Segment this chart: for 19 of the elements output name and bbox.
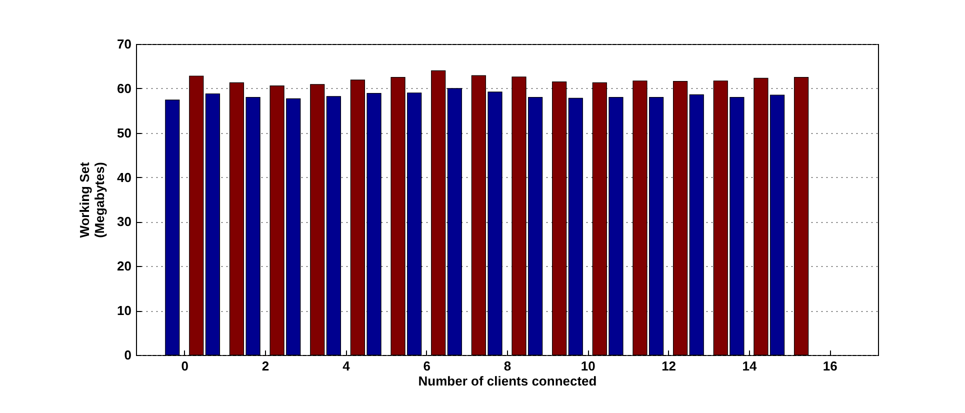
x-tick-label: 16 bbox=[822, 358, 838, 374]
y-tick-label: 70 bbox=[117, 36, 132, 52]
y-tick-label: 20 bbox=[117, 258, 132, 274]
x-tick-label: 12 bbox=[662, 358, 676, 374]
y-tick-label: 30 bbox=[117, 214, 132, 230]
y-tick-label: 10 bbox=[117, 303, 132, 318]
y-tick-label: 0 bbox=[124, 348, 132, 362]
y-tick-label: 60 bbox=[117, 80, 132, 96]
y-tick-label: 40 bbox=[117, 170, 132, 185]
x-tick-label: 10 bbox=[580, 358, 596, 374]
x-tick-label: 8 bbox=[504, 358, 512, 374]
x-axis-title: Number of clients connected bbox=[418, 374, 597, 388]
y-tick-label: 50 bbox=[117, 125, 132, 140]
x-tick-label: 6 bbox=[423, 358, 430, 374]
y-axis-title: Working Set (Megabytes) bbox=[77, 162, 108, 238]
x-tick-label: 0 bbox=[181, 358, 189, 374]
x-tick-label: 14 bbox=[742, 358, 758, 374]
x-tick-label: 2 bbox=[262, 358, 270, 374]
x-tick-label: 4 bbox=[342, 358, 351, 374]
